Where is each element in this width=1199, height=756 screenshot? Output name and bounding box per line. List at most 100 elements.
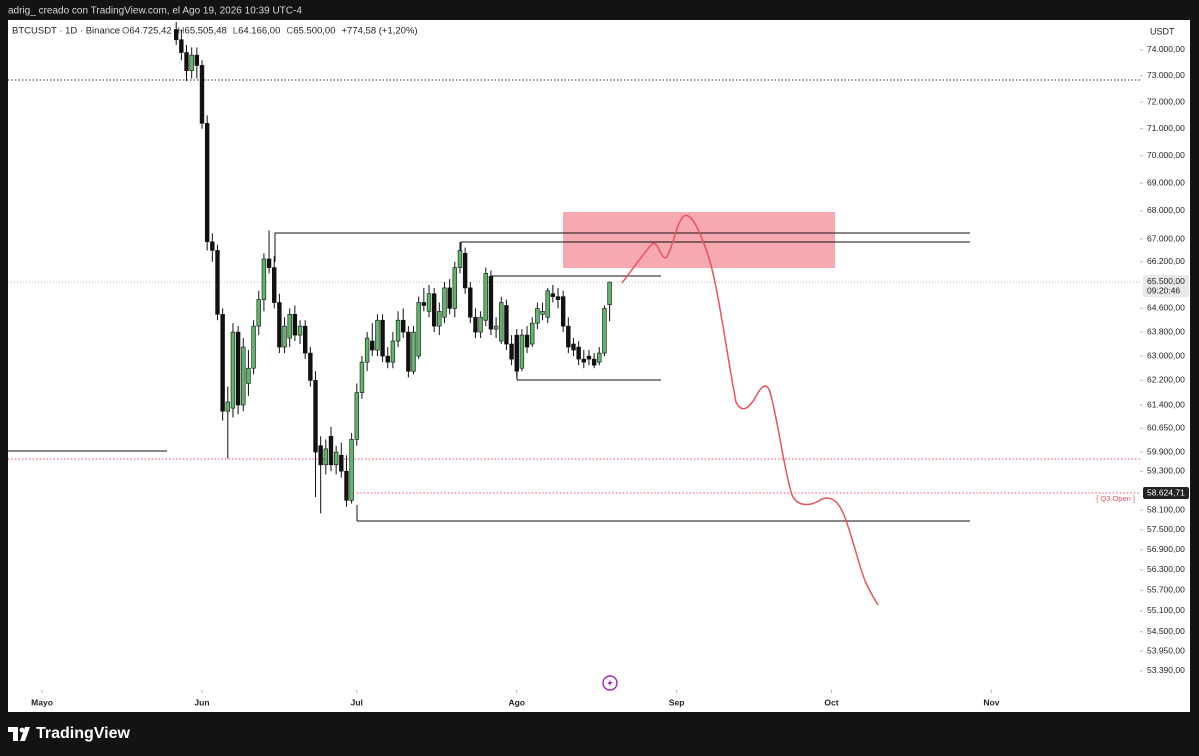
candle-body — [401, 319, 406, 333]
y-tick-label: 71.000,00 — [1147, 123, 1185, 133]
candle-body — [452, 267, 458, 309]
candle-body — [462, 252, 468, 289]
candle-body — [581, 358, 587, 363]
candle-body — [220, 313, 225, 412]
candle-body — [499, 302, 504, 342]
y-tick-label: 53.950,00 — [1147, 645, 1185, 655]
candle-body — [302, 325, 308, 354]
candles — [174, 21, 612, 514]
y-tick-label: 66.200,00 — [1147, 256, 1185, 266]
y-tick-label: 67.000,00 — [1147, 233, 1185, 243]
candle-body — [174, 29, 179, 41]
candle-body — [354, 392, 359, 440]
x-tick-label: Jun — [194, 697, 209, 707]
candle-body — [437, 311, 442, 327]
candle-body — [256, 299, 261, 327]
candle-body — [297, 325, 303, 336]
caption: adrig_ creado con TradingView.com, el Ag… — [8, 6, 302, 17]
candle-body — [395, 319, 401, 342]
currency: USDT — [1150, 26, 1175, 36]
candle-body — [519, 334, 525, 369]
candle-body — [468, 287, 473, 318]
q3-open-tag — [1143, 487, 1189, 500]
candle-body — [560, 296, 566, 327]
candle-body — [524, 334, 530, 348]
candle-body — [576, 346, 581, 360]
last-price-tag — [1143, 275, 1189, 298]
candle-body — [251, 325, 256, 369]
x-tick-label: Mayo — [31, 697, 53, 707]
candle-body — [364, 337, 370, 363]
x-tick-label: Nov — [983, 697, 999, 707]
header: BTCUSDT · 1D · Binance — [12, 26, 120, 37]
candle-body — [241, 346, 246, 406]
countdown: 09:20:46 — [1147, 285, 1180, 295]
y-tick-label: 59.300,00 — [1147, 465, 1185, 475]
candle-body — [277, 302, 282, 348]
candle-body — [184, 52, 189, 71]
x-tick-label: Sep — [669, 697, 685, 707]
y-tick-label: 60.650,00 — [1147, 423, 1185, 433]
x-tick-label: Ago — [508, 697, 525, 707]
candle-body — [602, 308, 607, 354]
candle-body — [597, 352, 602, 363]
x-tick-label: Jul — [351, 697, 363, 707]
candle-body — [210, 241, 215, 251]
y-tick-label: 57.500,00 — [1147, 524, 1185, 534]
candle-body — [375, 319, 380, 351]
candle-body — [349, 439, 354, 501]
ohlc-value: 65.500,00 — [293, 26, 335, 37]
lightning-icon — [602, 675, 618, 691]
y-tick-label: 68.000,00 — [1147, 205, 1185, 215]
candle-body — [555, 296, 561, 300]
candle-body — [194, 54, 200, 66]
candle-body — [339, 454, 344, 472]
candle-body — [431, 293, 437, 327]
candle-body — [442, 287, 447, 318]
candle-body — [230, 331, 236, 409]
candle-body — [504, 305, 509, 345]
y-tick-label: 62.200,00 — [1147, 375, 1185, 385]
y-tick-label: 72.000,00 — [1147, 96, 1185, 106]
candle-body — [370, 340, 375, 351]
brand: TradingView — [36, 725, 131, 742]
candle-body — [272, 267, 277, 303]
brand-logo — [8, 727, 30, 741]
candle-body — [540, 311, 545, 315]
candle-body — [545, 290, 550, 318]
candle-body — [328, 435, 334, 466]
candle-body — [225, 401, 230, 412]
candle-body — [535, 308, 540, 324]
candle-body — [308, 352, 313, 381]
candle-body — [204, 123, 210, 243]
y-tick-label: 70.000,00 — [1147, 150, 1185, 160]
candle-body — [235, 331, 241, 406]
supply-zone — [563, 212, 835, 268]
ohlc-value: +774,58 (+1,20%) — [342, 26, 418, 37]
chart-area — [8, 20, 1190, 712]
candle-body — [426, 293, 432, 312]
candle-body — [266, 258, 272, 268]
y-tick-label: 56.300,00 — [1147, 564, 1185, 574]
ohlc-value: 64.725,42 — [129, 26, 171, 37]
q3-open-text: [ Q3 Open ] — [1096, 494, 1135, 503]
candle-body — [380, 319, 385, 357]
candle-body — [457, 250, 463, 268]
candle-body — [493, 325, 499, 330]
candle-body — [199, 65, 205, 124]
x-tick-label: Oct — [824, 697, 838, 707]
candle-body — [509, 343, 514, 360]
y-tick-label: 59.900,00 — [1147, 446, 1185, 456]
candle-body — [261, 258, 267, 300]
candle-body — [478, 316, 483, 333]
candle-body — [215, 250, 220, 315]
y-tick-label: 53.390,00 — [1147, 665, 1185, 675]
candle-body — [406, 331, 411, 372]
y-tick-label: 69.000,00 — [1147, 177, 1185, 187]
candle-body — [488, 275, 494, 330]
candle-body — [282, 325, 287, 348]
y-tick-label: 55.700,00 — [1147, 585, 1185, 595]
candle-body — [566, 325, 571, 348]
candle-body — [313, 380, 318, 453]
